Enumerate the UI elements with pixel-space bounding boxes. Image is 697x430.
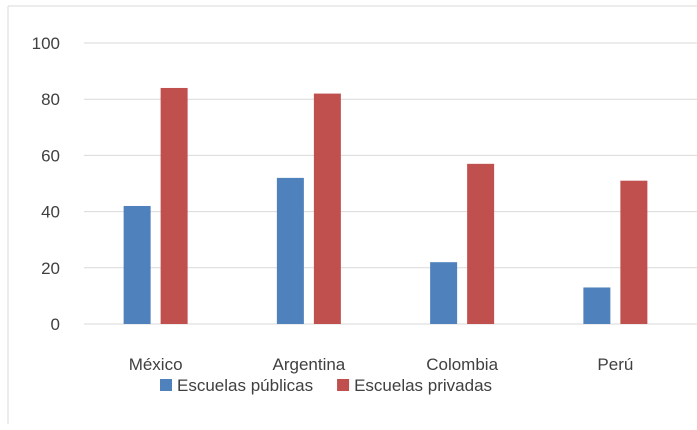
legend-label-1: Escuelas privadas [354, 376, 492, 395]
x-category-label: Perú [597, 355, 633, 374]
x-category-label: Argentina [272, 355, 345, 374]
bar-privadas-1 [313, 93, 341, 324]
legend-swatch-0 [160, 379, 172, 391]
y-tick-label: 40 [41, 203, 60, 222]
y-tick-label: 20 [41, 259, 60, 278]
legend: Escuelas públicas Escuelas privadas [160, 376, 492, 395]
legend-label-0: Escuelas públicas [177, 376, 313, 395]
x-axis-category-labels: México Argentina Colombia Perú [129, 355, 634, 374]
chart-border [7, 5, 697, 424]
bar-privadas-3 [620, 180, 648, 324]
y-axis-tick-labels: 0 20 40 60 80 100 [32, 34, 60, 334]
bar-publicas-1 [276, 177, 304, 324]
y-tick-label: 0 [51, 315, 60, 334]
x-category-label: Colombia [426, 355, 498, 374]
bars [123, 87, 648, 325]
bar-privadas-2 [467, 163, 495, 324]
legend-swatch-1 [337, 379, 350, 391]
y-tick-label: 60 [41, 146, 60, 165]
y-tick-label: 80 [41, 90, 60, 109]
bar-publicas-2 [430, 262, 458, 324]
y-tick-label: 100 [32, 34, 60, 53]
x-category-label: México [129, 355, 183, 374]
bar-publicas-3 [583, 287, 611, 324]
bar-publicas-0 [123, 205, 151, 324]
bar-privadas-0 [160, 87, 188, 325]
